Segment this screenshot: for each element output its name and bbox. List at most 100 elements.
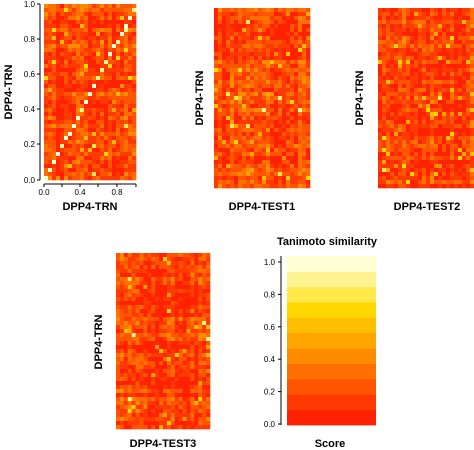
heatmap-cell <box>430 88 435 93</box>
heatmap-cell <box>159 277 164 282</box>
heatmap-cell <box>410 124 415 129</box>
heatmap-cell <box>294 152 299 157</box>
heatmap-cell <box>414 156 419 161</box>
heatmap-cell <box>44 20 49 25</box>
heatmap-cell <box>198 285 203 290</box>
heatmap-cell <box>120 132 125 137</box>
heatmap-cell <box>426 76 431 81</box>
heatmap-cell <box>398 48 403 53</box>
heatmap-cell <box>198 273 203 278</box>
heatmap-cell <box>124 104 129 109</box>
heatmap-cell <box>410 28 415 33</box>
heatmap-cell <box>294 108 299 113</box>
heatmap-cell <box>108 12 113 17</box>
heatmap-cell <box>382 160 387 165</box>
heatmap-cell <box>132 172 137 177</box>
heatmap-cell <box>124 88 129 93</box>
heatmap-cell <box>282 148 287 153</box>
heatmap-cell <box>124 140 129 145</box>
heatmap-cell <box>127 409 132 414</box>
heatmap-cell <box>116 76 121 81</box>
heatmap-cell <box>194 317 199 322</box>
heatmap-cell <box>112 8 117 13</box>
heatmap-cell <box>124 24 129 29</box>
heatmap-cell <box>163 365 168 370</box>
heatmap-cell <box>92 112 97 117</box>
heatmap-cell <box>234 12 239 17</box>
heatmap-cell <box>198 349 203 354</box>
heatmap-cell <box>135 401 140 406</box>
heatmap-cell <box>123 329 129 334</box>
heatmap-cell <box>422 72 427 77</box>
heatmap-cell <box>378 60 383 65</box>
heatmap-cell <box>470 168 474 173</box>
heatmap-cell <box>68 8 73 13</box>
heatmap-cell <box>100 36 105 41</box>
heatmap-cell <box>234 136 239 141</box>
color-key-band <box>287 317 376 334</box>
heatmap-cell <box>398 16 403 21</box>
heatmap-cell <box>48 120 53 125</box>
heatmap-cell <box>159 297 164 302</box>
heatmap-cell <box>96 16 101 21</box>
heatmap-cell <box>274 12 279 17</box>
heatmap-cell <box>48 76 53 81</box>
heatmap-cell <box>262 24 267 29</box>
heatmap-cell <box>100 164 105 169</box>
heatmap-cell <box>442 156 447 161</box>
heatmap-cell <box>206 265 211 270</box>
heatmap-cell <box>410 136 415 141</box>
heatmap-cell <box>306 136 311 141</box>
heatmap-cell <box>458 68 463 73</box>
heatmap-cell <box>178 349 183 354</box>
heatmap-cell <box>100 60 105 65</box>
heatmap-cell <box>178 413 183 418</box>
heatmap-cell <box>246 160 251 165</box>
heatmap-cell <box>170 293 176 298</box>
heatmap-cell <box>182 397 187 402</box>
heatmap-cell <box>135 305 140 310</box>
heatmap-cell <box>166 313 172 318</box>
heatmap-cell <box>390 20 395 25</box>
heatmap-cell <box>414 24 419 29</box>
heatmap-cell <box>230 40 235 45</box>
heatmap-cell <box>155 293 160 298</box>
heatmap-cell <box>286 36 291 41</box>
heatmap-cell <box>226 152 231 157</box>
heatmap-cell <box>246 128 251 133</box>
heatmap-cell <box>151 281 156 286</box>
heatmap-cell <box>462 112 467 117</box>
heatmap-cell <box>242 148 247 153</box>
heatmap-cell <box>92 68 97 73</box>
heatmap-cell <box>60 84 65 89</box>
heatmap-cell <box>230 116 235 121</box>
heatmap-cell <box>96 28 101 33</box>
heatmap-cell <box>64 64 69 69</box>
heatmap-cell <box>166 293 172 298</box>
heatmap-cell <box>178 333 183 338</box>
heatmap-cell <box>454 180 459 185</box>
heatmap-cell <box>442 44 447 49</box>
heatmap-cell <box>250 172 255 177</box>
heatmap-cell <box>128 160 133 165</box>
heatmap-cell <box>242 156 247 161</box>
heatmap-cell <box>378 76 383 81</box>
heatmap-cell <box>120 136 125 141</box>
heatmap-cell <box>116 257 121 262</box>
heatmap-cell <box>226 60 231 65</box>
heatmap-cell <box>123 353 129 358</box>
heatmap-cell <box>470 128 474 133</box>
heatmap-cell <box>202 325 207 330</box>
heatmap-cell <box>402 120 407 125</box>
heatmap-cell <box>182 277 187 282</box>
heatmap-cell <box>470 104 474 109</box>
heatmap-cell <box>52 40 57 45</box>
heatmap-cell <box>139 305 144 310</box>
heatmap-cell <box>250 88 255 93</box>
heatmap-cell <box>422 24 427 29</box>
heatmap-cell <box>76 80 81 85</box>
heatmap-cell <box>278 36 283 41</box>
heatmap-cell <box>410 40 415 45</box>
heatmap-cell <box>68 112 73 117</box>
heatmap-cell <box>394 124 399 129</box>
